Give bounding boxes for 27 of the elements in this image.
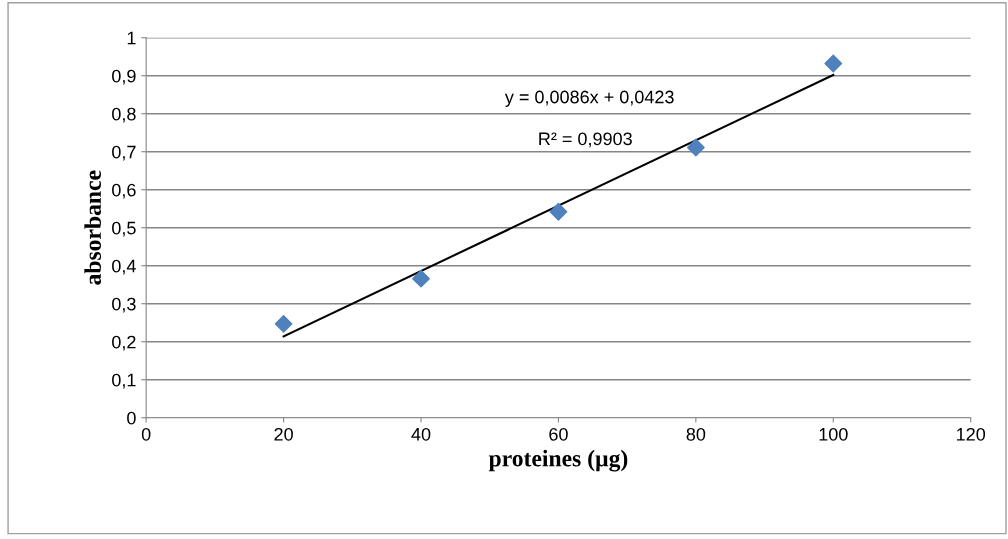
x-tick-label: 80 [686,427,706,441]
x-tick-label: 40 [411,427,431,441]
x-axis-title: proteines (µg) [488,449,628,472]
y-tick-label: 0,3 [112,297,136,313]
y-tick-label: 0,8 [112,107,136,123]
y-tick-label: 0,4 [112,259,136,275]
point [824,54,843,73]
x-tick-label: 0 [141,427,151,441]
annotation: R² = 0,9903 [539,132,632,148]
x-tick-label: 120 [957,427,986,441]
y-tick-label: 1 [127,31,136,45]
y-tick-label: 0,7 [112,145,136,161]
point [274,314,293,333]
y-tick-label: 0,5 [112,221,136,237]
y-tick-label: 0,1 [112,373,136,389]
y-tick-label: 0,9 [112,69,136,85]
x-tick-label: 60 [549,427,568,441]
y-tick-label: 0,2 [112,335,136,351]
annotation: y = 0,0086x + 0,0423 [504,90,674,107]
y-tick-label: 0,6 [112,183,136,199]
point [412,269,430,288]
point [549,202,568,221]
point [686,138,705,157]
y-tick-label: 0 [127,411,136,425]
x-tick-label: 20 [274,427,293,441]
y-axis-title: absorbance [84,170,101,285]
x-tick-label: 100 [819,427,848,441]
